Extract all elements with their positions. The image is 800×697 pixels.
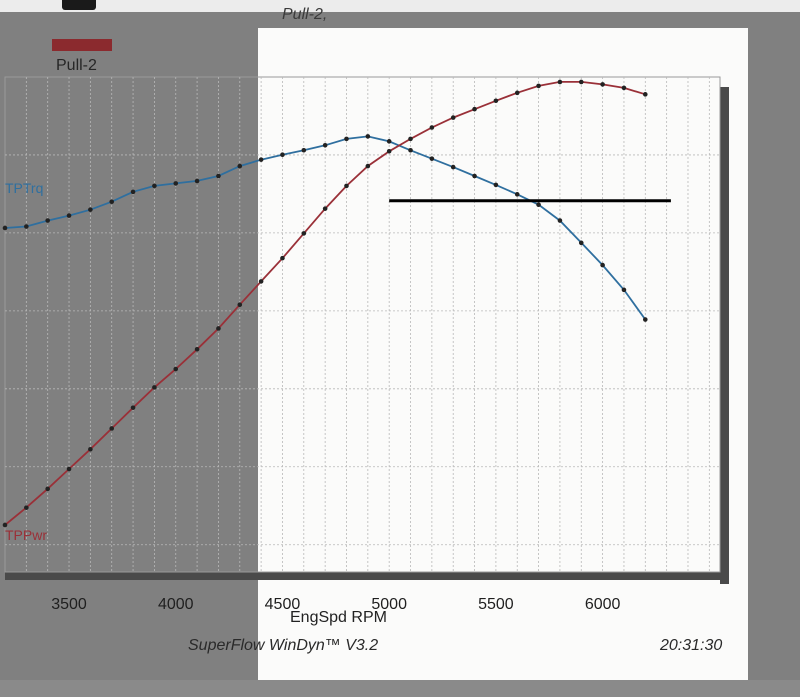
data-point bbox=[386, 139, 392, 144]
data-point bbox=[2, 225, 8, 231]
data-point bbox=[45, 486, 50, 492]
data-point bbox=[280, 152, 285, 158]
data-point bbox=[280, 255, 285, 261]
data-point bbox=[344, 136, 349, 142]
x-tick-label: 4500 bbox=[265, 596, 301, 613]
data-point bbox=[600, 262, 605, 268]
data-point bbox=[258, 157, 264, 162]
data-point bbox=[429, 125, 435, 130]
data-point bbox=[88, 207, 93, 212]
chart-title: Pull-2, bbox=[282, 6, 328, 23]
series-line-tptrq bbox=[4, 135, 647, 321]
data-point bbox=[450, 115, 456, 120]
data-point bbox=[493, 182, 499, 188]
timestamp: 20:31:30 bbox=[660, 637, 723, 654]
data-point bbox=[557, 79, 563, 85]
data-point bbox=[386, 148, 392, 154]
data-point bbox=[450, 164, 456, 170]
data-point bbox=[557, 218, 563, 223]
plot-shadow-bottom bbox=[5, 572, 729, 580]
data-point bbox=[66, 466, 72, 472]
data-point bbox=[472, 106, 477, 112]
x-tick-label: 6000 bbox=[585, 596, 621, 613]
data-point bbox=[536, 83, 541, 89]
data-point bbox=[514, 90, 520, 96]
data-point bbox=[237, 302, 243, 308]
data-point bbox=[536, 202, 541, 208]
data-point bbox=[24, 224, 29, 229]
data-point bbox=[642, 92, 648, 97]
legend-swatch bbox=[52, 39, 112, 51]
data-point bbox=[408, 136, 413, 142]
data-point bbox=[301, 231, 307, 236]
x-tick-label: 3500 bbox=[51, 596, 87, 613]
data-point bbox=[493, 98, 499, 104]
data-point bbox=[194, 178, 200, 184]
data-point bbox=[45, 218, 50, 223]
data-point bbox=[130, 189, 136, 195]
data-point bbox=[472, 173, 477, 179]
data-point bbox=[429, 156, 435, 161]
data-point bbox=[130, 405, 136, 410]
software-label: SuperFlow WinDyn™ V3.2 bbox=[188, 637, 379, 654]
data-point bbox=[365, 163, 371, 169]
data-point bbox=[365, 134, 371, 139]
data-point bbox=[514, 192, 520, 197]
data-point bbox=[600, 82, 605, 87]
series-label-power: TPPwr bbox=[5, 527, 47, 543]
legend-label: Pull-2 bbox=[56, 57, 97, 74]
data-point bbox=[322, 143, 328, 148]
window-top-bar bbox=[0, 0, 800, 12]
data-point bbox=[258, 279, 264, 284]
x-tick-label: 5500 bbox=[478, 596, 514, 613]
x-axis-label: EngSpd RPM bbox=[290, 609, 387, 626]
data-point bbox=[109, 199, 115, 205]
data-point bbox=[194, 346, 200, 352]
data-point bbox=[2, 522, 8, 528]
series-label-torque: TPTrq bbox=[5, 180, 43, 196]
data-point bbox=[344, 183, 349, 189]
data-point bbox=[322, 206, 328, 211]
data-point bbox=[578, 240, 584, 246]
data-point bbox=[621, 85, 627, 91]
data-point bbox=[152, 183, 157, 189]
data-point bbox=[408, 147, 413, 153]
x-tick-label: 5000 bbox=[371, 596, 407, 613]
bottom-strip bbox=[0, 680, 800, 697]
data-point bbox=[173, 366, 179, 372]
data-point bbox=[109, 426, 115, 431]
data-point bbox=[216, 326, 221, 331]
toolbar-button[interactable] bbox=[62, 0, 96, 10]
data-point bbox=[173, 181, 179, 186]
data-point bbox=[642, 317, 648, 322]
x-tick-label: 4000 bbox=[158, 596, 194, 613]
data-point bbox=[88, 446, 93, 452]
data-point bbox=[237, 163, 243, 169]
data-point bbox=[152, 385, 157, 390]
plot-shadow-right bbox=[720, 87, 729, 584]
data-point bbox=[621, 287, 627, 293]
data-point bbox=[578, 79, 584, 85]
data-point bbox=[216, 173, 221, 179]
plot-frame bbox=[4, 76, 721, 573]
data-point bbox=[66, 213, 72, 218]
data-point bbox=[24, 505, 29, 510]
data-point bbox=[301, 147, 307, 153]
